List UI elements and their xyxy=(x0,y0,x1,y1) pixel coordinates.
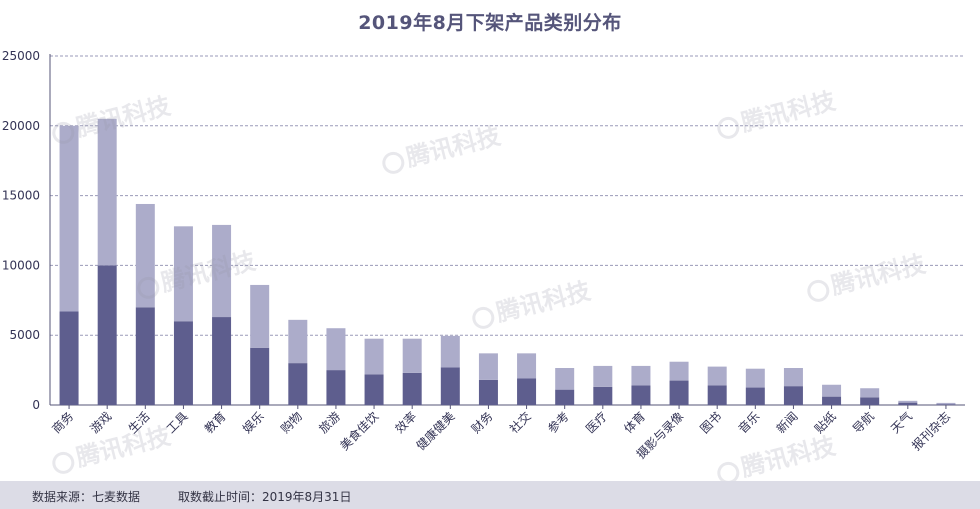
bar-segment-bottom xyxy=(173,321,193,405)
x-tick-label: 购物 xyxy=(277,409,305,437)
bar-segment-bottom xyxy=(364,374,384,405)
footer: 数据来源：七麦数据 取数截止时间：2019年8月31日 xyxy=(0,481,980,509)
bar-segment-top xyxy=(288,319,308,364)
bar-segment-top xyxy=(822,384,842,397)
bar-segment-bottom xyxy=(288,363,308,405)
x-tick-label: 社交 xyxy=(506,409,534,437)
bar-segment-top xyxy=(745,368,765,388)
x-tick-label: 音乐 xyxy=(735,409,763,437)
data-cutoff: 取数截止时间：2019年8月31日 xyxy=(178,490,352,504)
x-tick-label: 工具 xyxy=(164,409,191,436)
bar-segment-top xyxy=(860,388,880,398)
y-tick-label: 25000 xyxy=(2,49,40,63)
bar-segment-top xyxy=(59,125,79,312)
x-tick-label: 报刊杂志 xyxy=(909,409,954,454)
bar-segment-top xyxy=(555,368,575,390)
chart-title: 2019年8月下架产品类别分布 xyxy=(358,12,622,34)
x-tick-label: 图书 xyxy=(697,409,724,436)
bar-segment-bottom xyxy=(555,389,575,405)
y-tick-label: 15000 xyxy=(2,189,40,203)
x-tick-label: 新闻 xyxy=(773,409,801,437)
bar-segment-bottom xyxy=(326,370,346,405)
bar-segment-bottom xyxy=(745,387,765,405)
bar-segment-bottom xyxy=(631,385,651,405)
bar-segment-top xyxy=(669,361,689,381)
bar-segment-top xyxy=(631,365,651,386)
bar-segment-bottom xyxy=(212,317,232,405)
bar-segment-top xyxy=(783,368,803,387)
bar-segment-top xyxy=(364,338,384,375)
bar-segment-top xyxy=(898,400,918,403)
bar-segment-bottom xyxy=(440,367,460,405)
bar-segment-top xyxy=(478,353,498,380)
bar-segment-bottom xyxy=(783,386,803,405)
bar-segment-top xyxy=(97,118,117,266)
bar-segment-bottom xyxy=(97,265,117,405)
x-tick-label: 生活 xyxy=(126,409,153,436)
x-tick-label: 贴纸 xyxy=(812,409,839,436)
bar-segment-bottom xyxy=(250,347,270,405)
bar-segment-top xyxy=(212,224,232,318)
bar-segment-top xyxy=(173,226,193,322)
x-tick-label: 效率 xyxy=(392,409,420,437)
x-tick-label: 导航 xyxy=(849,409,877,437)
x-tick-label: 游戏 xyxy=(87,409,114,436)
x-tick-label: 天气 xyxy=(887,409,915,437)
bar-segment-bottom xyxy=(707,385,727,405)
y-tick-label: 10000 xyxy=(2,258,40,272)
bar-segment-bottom xyxy=(669,380,689,405)
y-tick-label: 5000 xyxy=(9,328,40,342)
x-tick-label: 美食佳饮 xyxy=(337,409,382,454)
bar-segment-top xyxy=(440,335,460,368)
x-tick-label: 商务 xyxy=(49,409,77,437)
bar-segment-top xyxy=(402,338,422,373)
y-tick-label: 20000 xyxy=(2,119,40,133)
bar-segment-top xyxy=(936,402,956,405)
bar-segment-top xyxy=(593,365,613,387)
bar-segment-top xyxy=(135,203,155,308)
x-tick-label: 教育 xyxy=(201,409,229,437)
bar-segment-bottom xyxy=(59,311,79,405)
data-source: 数据来源：七麦数据 xyxy=(32,490,141,504)
bar-segment-bottom xyxy=(402,372,422,405)
x-tick-label: 旅游 xyxy=(316,409,343,436)
y-tick-label: 0 xyxy=(32,398,40,412)
x-tick-label: 财务 xyxy=(468,409,496,437)
bar-segment-bottom xyxy=(478,379,498,405)
bar-segment-top xyxy=(707,366,727,386)
bar-segment-bottom xyxy=(593,386,613,405)
bar-segment-bottom xyxy=(936,404,956,405)
bar-segment-bottom xyxy=(135,307,155,405)
bar-segment-top xyxy=(517,353,537,379)
x-tick-label: 体育 xyxy=(620,409,648,437)
bar-segment-top xyxy=(250,284,270,348)
x-tick-label: 参考 xyxy=(544,409,572,437)
x-tick-label: 健康健美 xyxy=(413,409,458,454)
bar-segment-bottom xyxy=(822,396,842,405)
bar-segment-bottom xyxy=(860,397,880,405)
x-tick-label: 医疗 xyxy=(583,409,610,436)
chart-plot-area: 0 5000 10000 15000 20000 25000 商务 游戏 生活 工具 教育 娱乐 购物旅… xyxy=(2,49,965,462)
x-tick-label: 娱乐 xyxy=(240,409,267,436)
bar-segment-bottom xyxy=(517,378,537,405)
bar-segment-top xyxy=(326,328,346,371)
bar-segment-bottom xyxy=(898,402,918,405)
